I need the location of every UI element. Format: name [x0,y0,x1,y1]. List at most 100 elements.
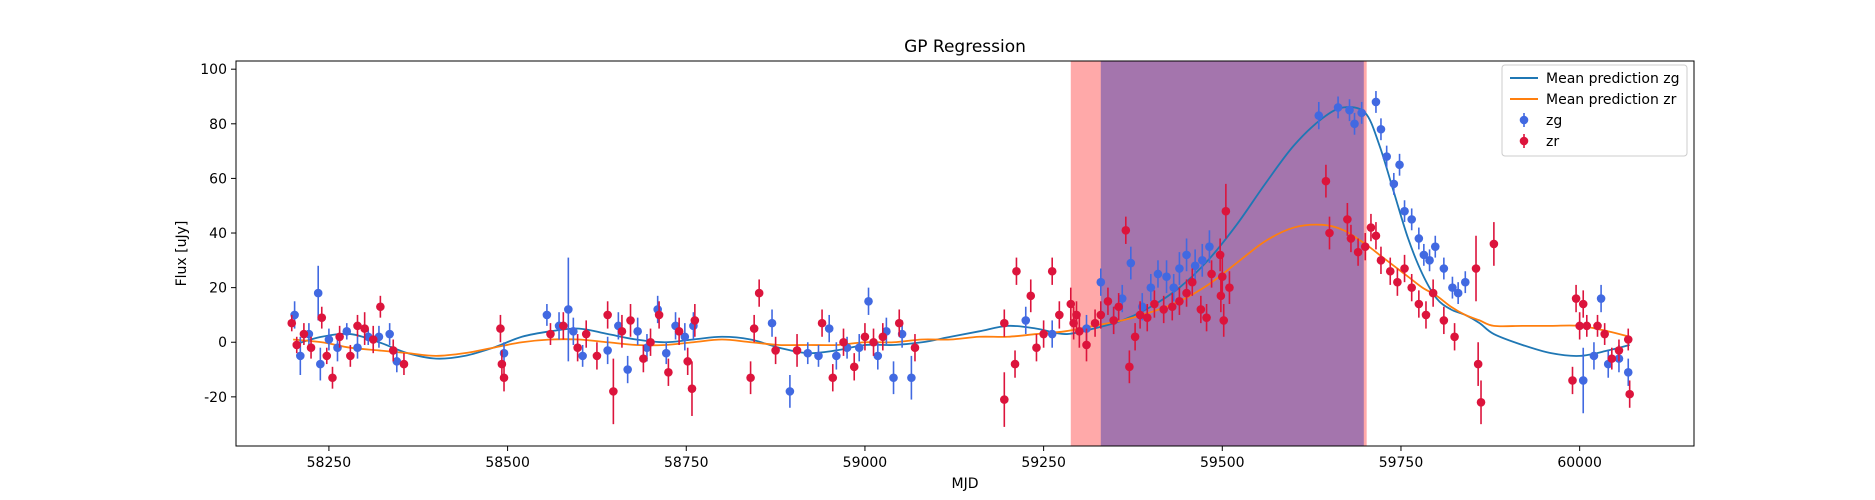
zr-point-33 [687,384,697,393]
x-tick-label-59750: 59750 [1379,455,1424,471]
zr-point-49 [1000,318,1009,328]
zr-point-32 [683,357,692,366]
zg-point-65 [1371,97,1381,107]
zr-point-108 [1476,398,1486,407]
zg-point-4 [316,359,325,369]
zr-point-6 [328,373,337,383]
zr-point-2 [299,329,309,339]
x-tick-label-58500: 58500 [485,455,530,471]
series-zr [287,164,1634,427]
zr-point-21 [581,329,591,339]
x-axis-ticks: 58250 58500 58750 59000 59250 59500 59750 60000 [307,446,1602,471]
zr-point-96 [1376,256,1386,265]
zr-point-67 [1114,302,1123,312]
x-tick-label-59000: 59000 [843,455,888,471]
zr-point-30 [664,367,673,377]
zr-point-56 [1047,266,1057,276]
zr-point-16 [497,359,507,369]
zg-point-19 [603,346,612,355]
zg-point-18 [578,351,587,361]
zg-point-62 [1345,105,1354,115]
zr-point-114 [1582,321,1592,331]
x-tick-label-59500: 59500 [1200,455,1245,471]
y-tick-label-20: 20 [209,281,227,297]
zr-point-103 [1428,288,1438,298]
zr-point-72 [1142,313,1152,322]
zr-point-51 [1010,359,1020,369]
zg-point-38 [873,351,883,361]
zr-point-68 [1121,225,1131,235]
zr-point-55 [1039,329,1048,339]
zr-point-31 [674,327,684,336]
zg-point-30 [785,387,795,396]
legend-label-mean-prediction-zg: Mean prediction zg [1546,71,1680,87]
zg-point-13 [499,348,509,358]
zg-point-1 [296,351,305,361]
zg-point-11 [385,329,394,339]
zg-point-85 [1623,367,1633,377]
zg-point-36 [854,343,864,353]
legend-label-mean-prediction-zr: Mean prediction zr [1546,92,1677,108]
zg-point-64 [1357,108,1366,118]
zg-point-80 [1578,376,1588,385]
zr-point-76 [1175,296,1184,306]
zr-point-50 [1000,395,1009,404]
zr-point-100 [1407,283,1416,292]
zr-point-5 [322,351,332,361]
zr-point-46 [878,332,888,342]
zr-point-45 [869,337,878,347]
zr-point-0 [287,318,297,328]
zg-point-74 [1425,256,1434,265]
zr-point-12 [376,302,385,312]
line-mean-prediction-zg [292,106,1630,360]
zg-point-27 [680,332,690,342]
zr-point-71 [1135,310,1145,320]
zr-point-17 [499,373,509,383]
y-axis-label: Flux [uJy] [174,221,190,287]
zg-point-54 [1169,283,1178,292]
zg-point-7 [342,327,352,336]
zg-point-72 [1414,234,1424,243]
zg-point-77 [1448,283,1457,292]
zg-point-55 [1175,264,1184,273]
x-tick-label-58750: 58750 [664,455,709,471]
zr-point-110 [1568,376,1577,385]
zr-point-18 [546,329,555,339]
zr-point-93 [1360,242,1370,251]
zr-point-36 [749,324,759,333]
zr-point-19 [559,321,568,331]
zg-point-61 [1333,103,1343,112]
zr-point-65 [1103,296,1113,306]
zr-point-69 [1125,362,1134,372]
zr-point-119 [1623,335,1633,344]
zg-point-69 [1395,160,1404,170]
zr-point-47 [894,318,904,328]
legend-label-zg: zg [1546,113,1562,129]
zg-point-22 [633,327,642,336]
zr-point-7 [335,332,344,342]
zr-point-81 [1207,269,1216,279]
zg-point-81 [1589,351,1599,361]
zr-point-90 [1343,215,1352,224]
zr-point-64 [1096,310,1106,320]
zr-point-111 [1571,294,1581,303]
zr-point-14 [399,359,409,369]
zr-point-95 [1371,231,1381,241]
zr-point-23 [603,310,612,320]
zr-point-41 [828,373,838,383]
zr-point-13 [388,346,398,355]
zr-point-89 [1325,228,1334,238]
x-tick-label-60000: 60000 [1557,455,1602,471]
shaded-span-2 [1100,61,1364,446]
zr-point-66 [1109,316,1118,325]
zr-point-57 [1055,310,1064,320]
zr-point-109 [1489,239,1499,249]
zr-point-73 [1150,299,1159,309]
zr-point-88 [1321,176,1331,186]
zg-point-14 [542,310,552,320]
zr-point-48 [910,343,920,353]
zg-point-8 [353,343,362,353]
zg-point-49 [1126,258,1136,268]
zr-point-106 [1471,264,1481,273]
